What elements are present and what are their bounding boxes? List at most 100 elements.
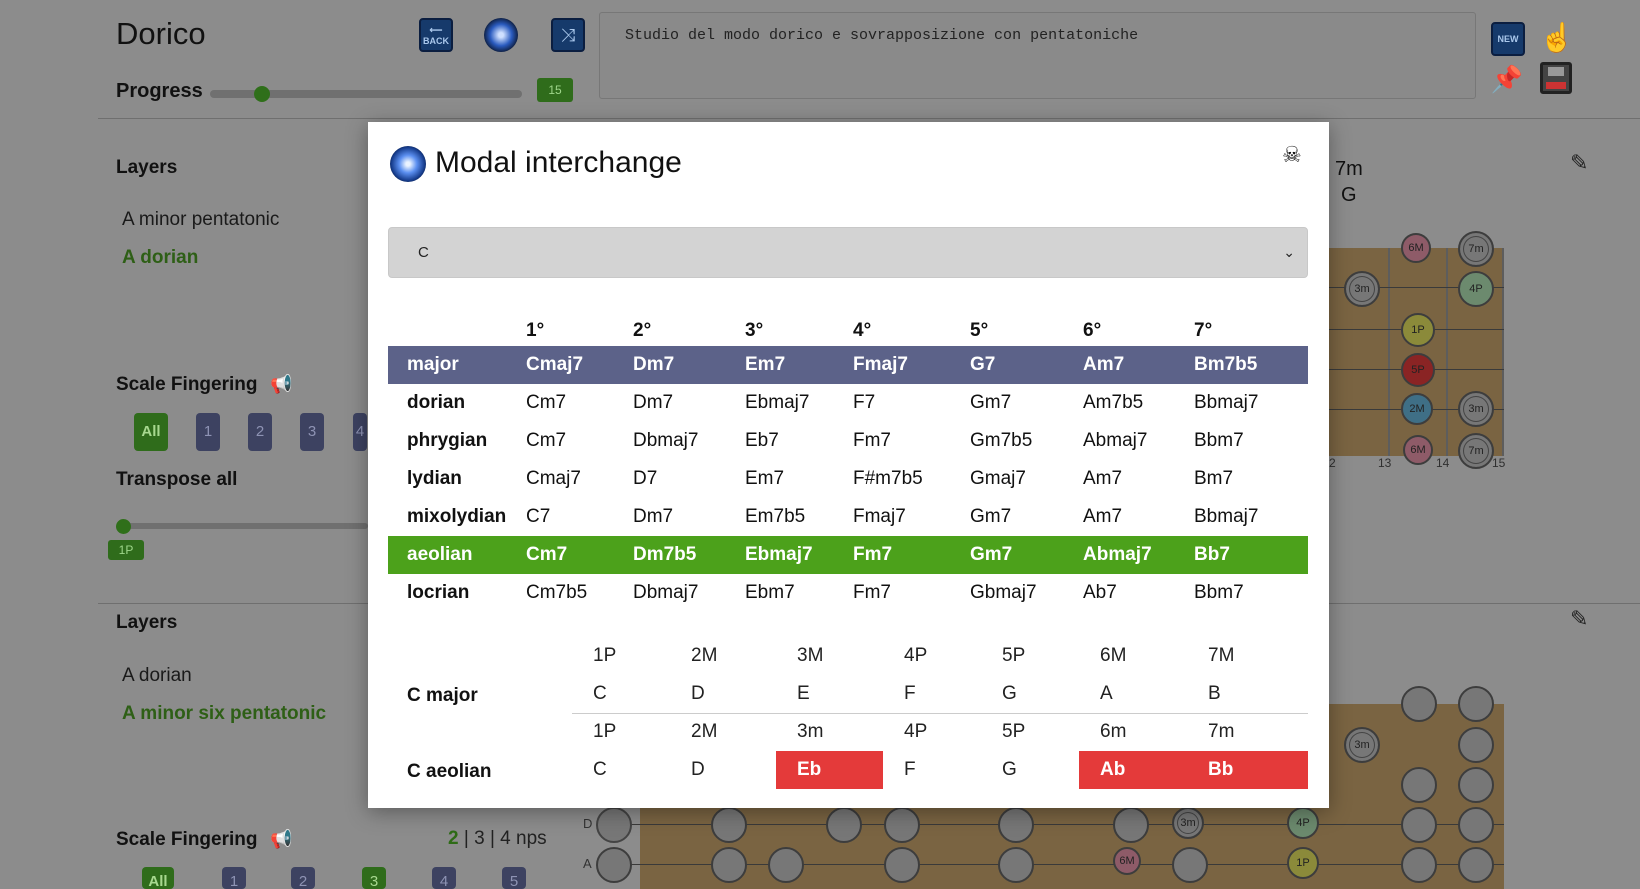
pencil-icon[interactable]: ✎ (1570, 150, 1589, 175)
note-dot[interactable] (1458, 767, 1494, 803)
table-row[interactable]: mixolydian C7 Dm7 Em7b5 Fmaj7 Gm7 Am7 Bb… (388, 498, 1308, 536)
note-dot[interactable]: 4P (1287, 807, 1319, 839)
transpose-slider[interactable] (118, 523, 368, 529)
pencil-icon[interactable]: ✎ (1570, 606, 1589, 631)
table-row[interactable]: lydian Cmaj7 D7 Em7 F#m7b5 Gmaj7 Am7 Bm7 (388, 460, 1308, 498)
interval-cell: 1P (593, 721, 617, 743)
note-dot[interactable] (1458, 727, 1494, 763)
interval-row: C major 1P 2M 3M 4P 5P 6M 7M (388, 637, 1308, 706)
layer-item-active[interactable]: A dorian (122, 247, 199, 268)
note-dot[interactable] (884, 807, 920, 843)
notes-textarea[interactable]: Studio del modo dorico e sovrapposizione… (599, 12, 1476, 99)
fingering-button[interactable]: 3 (300, 413, 324, 451)
mode-name: locrian (407, 582, 470, 603)
note-dot[interactable] (1172, 847, 1208, 883)
note-dot[interactable]: 3m (1172, 807, 1204, 839)
note-dot[interactable]: 6M (1401, 233, 1431, 263)
layer-item-active[interactable]: A minor six pentatonic (122, 703, 327, 724)
megaphone-icon[interactable]: 📢 (270, 829, 293, 849)
fret-number: 15 (1492, 456, 1506, 470)
note-dot[interactable] (1401, 767, 1437, 803)
table-row[interactable]: aeolian Cm7 Dm7b5 Ebmaj7 Fm7 Gm7 Abmaj7 … (388, 536, 1308, 574)
note-cell: B (1187, 675, 1308, 714)
note-dot[interactable] (826, 807, 862, 843)
note-dot[interactable] (1458, 847, 1494, 883)
chord-cell: Bm7b5 (1194, 346, 1308, 384)
note-dot[interactable] (768, 847, 804, 883)
megaphone-icon[interactable]: 📢 (270, 374, 293, 394)
chord-cell: Cmaj7 (526, 346, 633, 384)
chord-cell: Gm7 (970, 536, 1083, 574)
note-dot[interactable]: 3m (1458, 391, 1494, 427)
table-row[interactable]: dorian Cm7 Dm7 Ebmaj7 F7 Gm7 Am7b5 Bbmaj… (388, 384, 1308, 422)
chord-cell: Am7b5 (1083, 392, 1144, 413)
new-button[interactable]: NEW (1491, 22, 1525, 56)
fingering-button[interactable]: 5 (502, 867, 526, 889)
fingering-button[interactable]: 4 (432, 867, 456, 889)
note-dot[interactable] (1458, 686, 1494, 722)
table-row[interactable]: major Cmaj7 Dm7 Em7 Fmaj7 G7 Am7 Bm7b5 (388, 346, 1308, 384)
degree-header: 5° (970, 320, 989, 341)
nps-option[interactable]: 3 (474, 828, 485, 849)
interval-cell: 7M (1208, 645, 1235, 666)
nps-option-active[interactable]: 2 (448, 828, 459, 849)
progress-slider-thumb[interactable] (254, 86, 270, 102)
note-dot[interactable]: 3m (1344, 727, 1380, 763)
back-button[interactable]: ⟵ BACK (419, 18, 453, 52)
skull-icon[interactable]: ☠ (1282, 142, 1302, 167)
mode-name: phrygian (407, 430, 488, 451)
chord-cell: Em7 (745, 346, 853, 384)
layer-item[interactable]: A dorian (122, 665, 192, 686)
table-row[interactable]: locrian Cm7b5 Dbmaj7 Ebm7 Fm7 Gbmaj7 Ab7… (388, 574, 1308, 612)
mode-name: lydian (407, 468, 462, 489)
nps-option[interactable]: 4 (500, 828, 511, 849)
degree-header: 7° (1194, 320, 1213, 341)
note-dot[interactable] (1401, 807, 1437, 843)
note-dot[interactable]: 4P (1458, 271, 1494, 307)
note-dot[interactable] (1458, 807, 1494, 843)
note-dot[interactable]: 2M (1401, 393, 1433, 425)
key-select[interactable]: C ⌄ (388, 227, 1308, 278)
fingering-button[interactable]: 4 (353, 413, 367, 451)
note-dot[interactable]: 6M (1403, 435, 1433, 465)
note-dot[interactable]: 1P (1287, 847, 1319, 879)
interval-cell: 6m (1100, 721, 1127, 743)
fretboard (640, 808, 1504, 889)
note-dot[interactable] (1113, 807, 1149, 843)
fingering-button-all[interactable]: All (142, 867, 174, 889)
note-dot[interactable]: 1P (1401, 313, 1435, 347)
note-dot[interactable]: 7m (1458, 433, 1494, 469)
fingering-button[interactable]: 1 (222, 867, 246, 889)
note-dot[interactable] (884, 847, 920, 883)
note-dot[interactable]: 3m (1344, 271, 1380, 307)
chord-cell: Am7 (1083, 468, 1123, 489)
note-dot[interactable] (1401, 686, 1437, 722)
note-dot[interactable] (998, 847, 1034, 883)
note-dot[interactable]: 6M (1113, 847, 1141, 875)
layer-item[interactable]: A minor pentatonic (122, 209, 280, 230)
note-dot[interactable] (1401, 847, 1437, 883)
note-dot[interactable] (711, 807, 747, 843)
save-icon[interactable] (1540, 62, 1572, 94)
transpose-slider-thumb[interactable] (116, 519, 131, 534)
pin-icon[interactable]: 📌 (1490, 63, 1524, 94)
fingering-button[interactable]: 2 (291, 867, 315, 889)
shuffle-icon[interactable]: ⤨ (551, 18, 585, 52)
fingering-button-active[interactable]: 3 (362, 867, 386, 889)
note-cell: G (981, 675, 1079, 714)
progress-slider[interactable] (210, 90, 522, 98)
note-dot[interactable] (998, 807, 1034, 843)
fingering-button[interactable]: 2 (248, 413, 272, 451)
note-dot[interactable] (596, 847, 632, 883)
note-dot[interactable]: 5P (1401, 353, 1435, 387)
fingering-button[interactable]: 1 (196, 413, 220, 451)
note-dot[interactable] (711, 847, 747, 883)
table-row[interactable]: phrygian Cm7 Dbmaj7 Eb7 Fm7 Gm7b5 Abmaj7… (388, 422, 1308, 460)
fret-line (1446, 248, 1448, 456)
hand-icon[interactable]: ☝ (1539, 21, 1575, 53)
fingering-button-all[interactable]: All (134, 413, 168, 451)
galaxy-icon[interactable] (484, 18, 518, 52)
nps-selector[interactable]: 2 | 3 | 4 nps (448, 828, 547, 850)
note-dot[interactable] (596, 807, 632, 843)
note-dot[interactable]: 7m (1458, 231, 1494, 267)
